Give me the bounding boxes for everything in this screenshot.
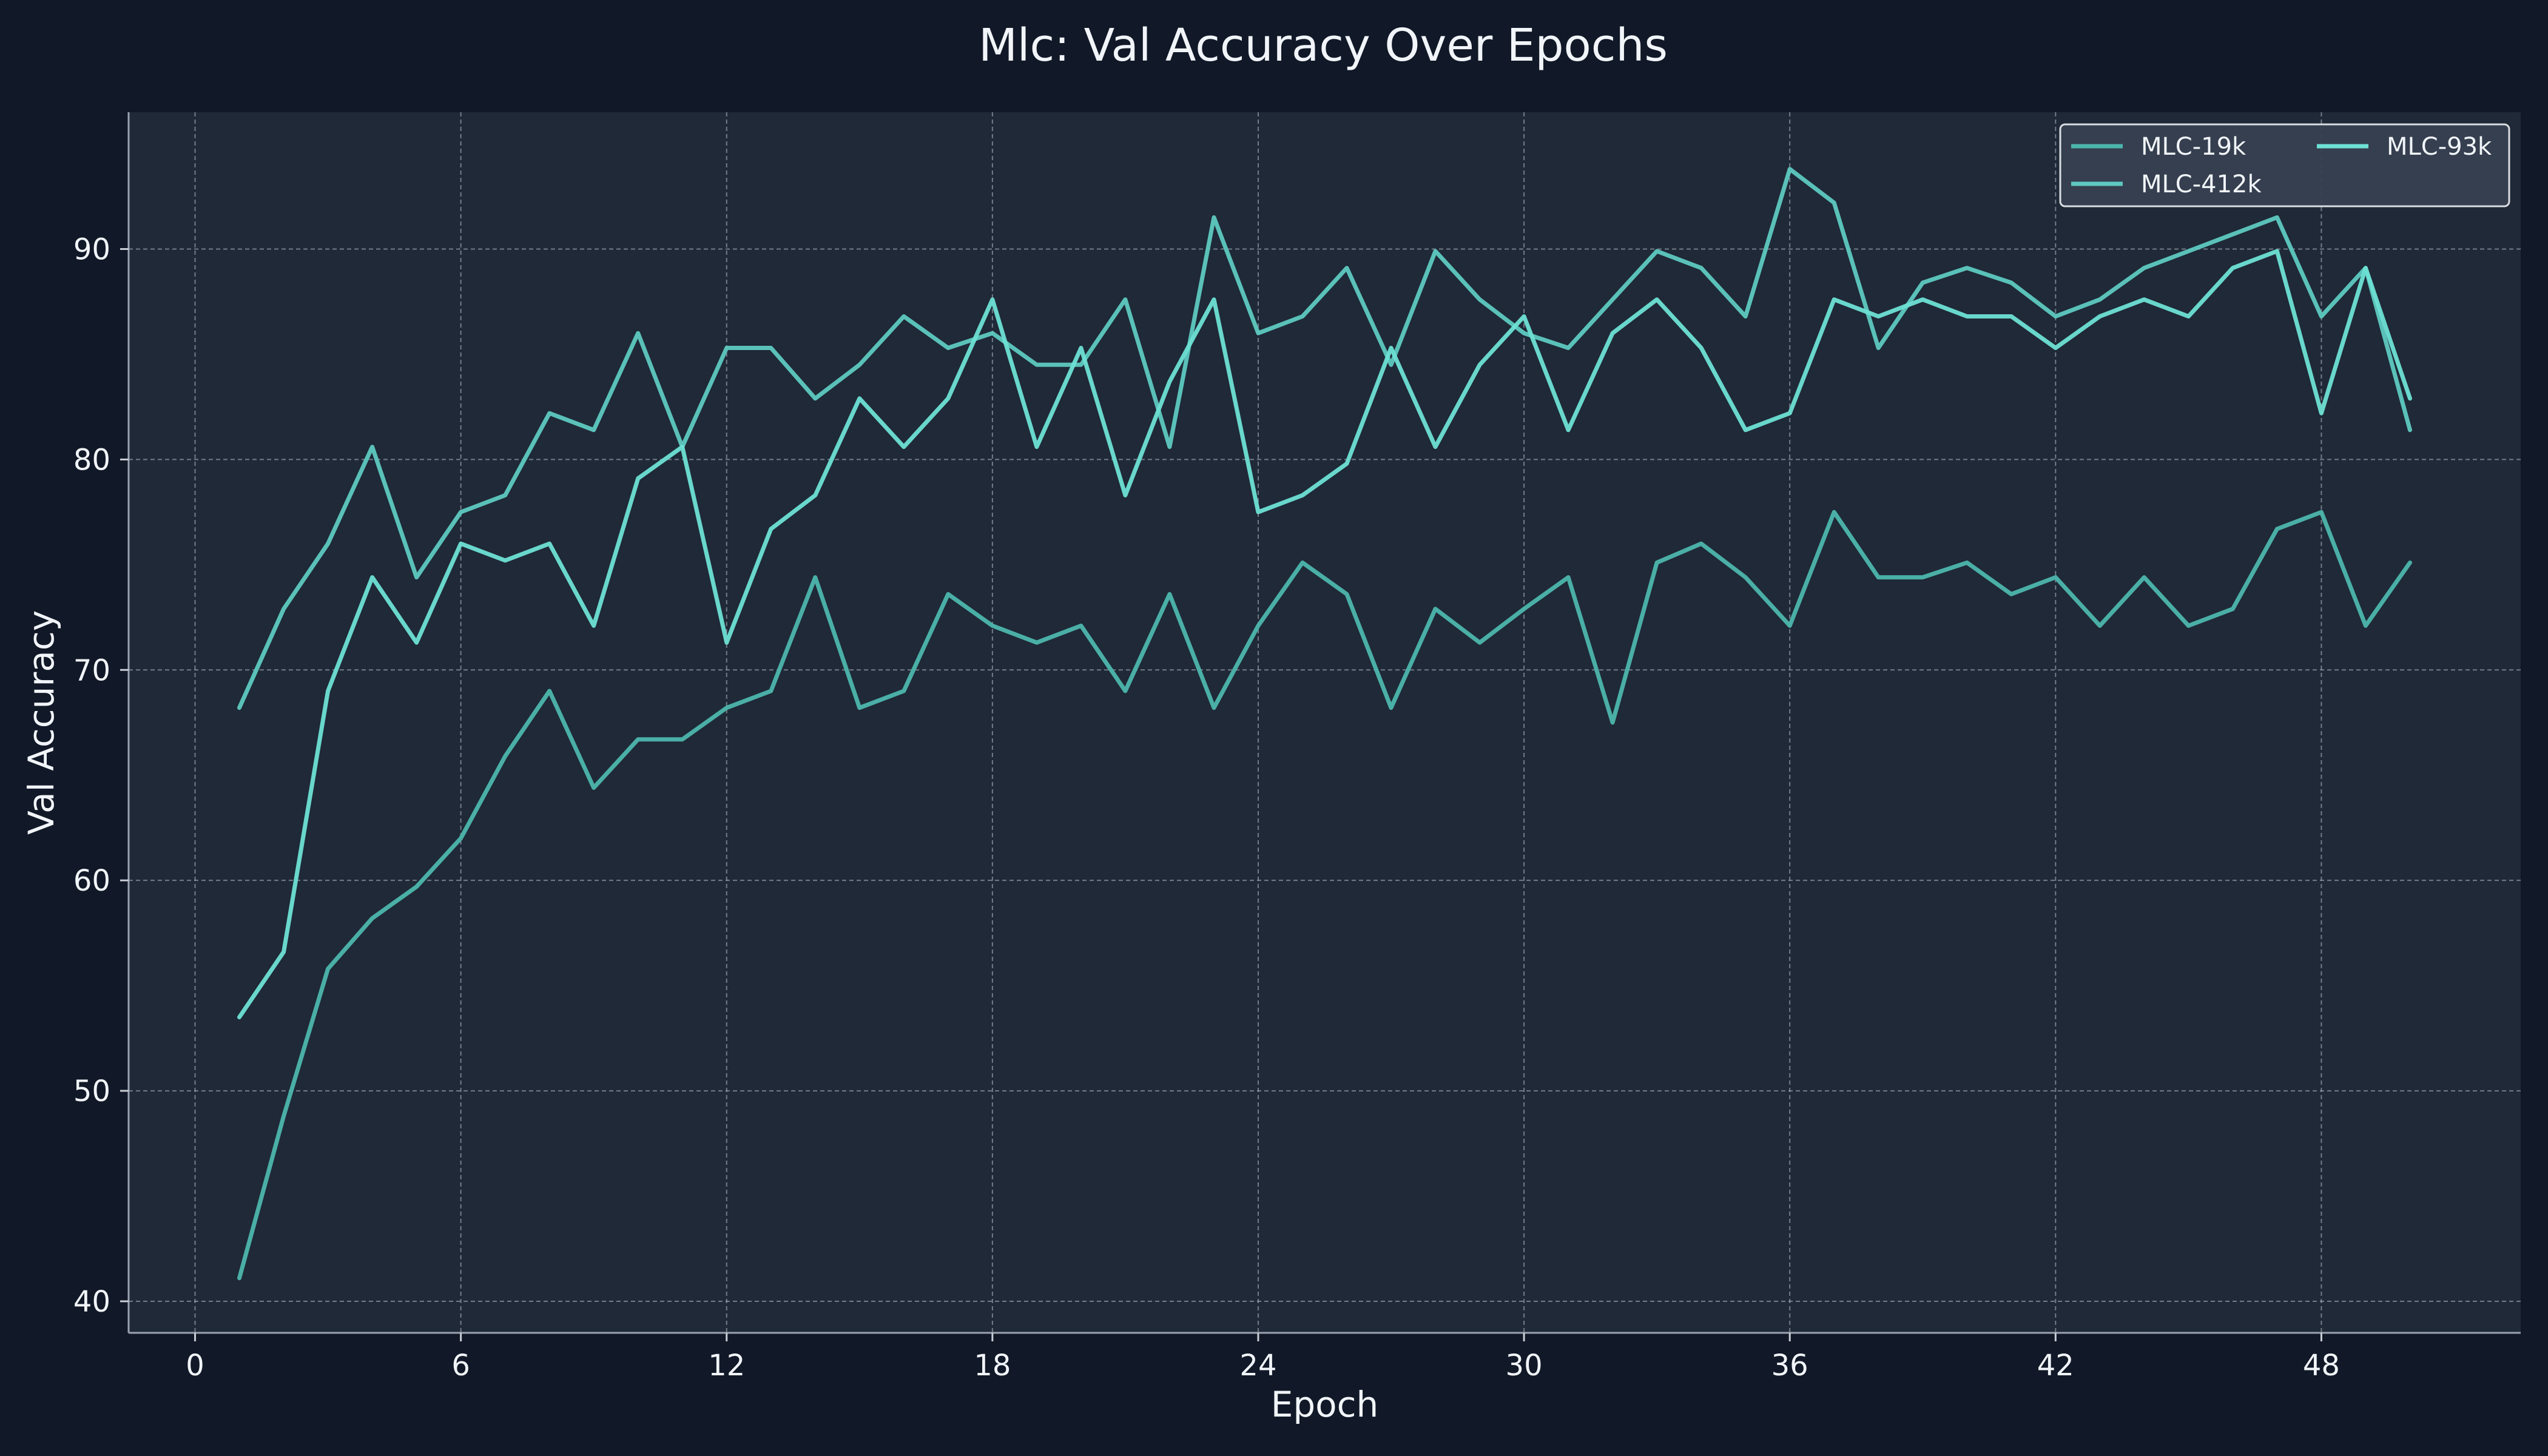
series-line bbox=[237, 167, 2412, 710]
legend: MLC-19k MLC-412k MLC-93k bbox=[2059, 123, 2510, 207]
x-axis-ticks: 0 6 12 18 24 30 36 42 48 bbox=[186, 1333, 2340, 1383]
x-tick-label: 0 bbox=[186, 1349, 204, 1383]
x-axis-label: Epoch bbox=[1271, 1384, 1379, 1425]
x-tick-label: 6 bbox=[451, 1349, 470, 1383]
x-tick-label: 24 bbox=[1239, 1349, 1276, 1383]
y-tick-label: 80 bbox=[73, 443, 110, 477]
series-line bbox=[237, 510, 2412, 1281]
y-tick-label: 90 bbox=[73, 232, 110, 266]
y-tick-label: 40 bbox=[73, 1285, 110, 1319]
x-tick-label: 36 bbox=[1771, 1349, 1808, 1383]
legend-label: MLC-93k bbox=[2387, 133, 2492, 161]
legend-box bbox=[2059, 123, 2510, 207]
y-axis-ticks: 40 50 60 70 80 90 bbox=[73, 232, 129, 1319]
y-tick-label: 60 bbox=[73, 864, 110, 898]
y-tick-label: 50 bbox=[73, 1074, 110, 1108]
series-line bbox=[237, 249, 2412, 1020]
x-tick-label: 30 bbox=[1506, 1349, 1543, 1383]
y-axis-label: Val Accuracy bbox=[21, 610, 62, 835]
y-tick-label: 70 bbox=[73, 653, 110, 687]
legend-label: MLC-412k bbox=[2141, 170, 2262, 198]
axes bbox=[127, 112, 2521, 1334]
legend-label: MLC-19k bbox=[2141, 133, 2246, 161]
x-tick-label: 12 bbox=[708, 1349, 745, 1383]
chart-title: Mlc: Val Accuracy Over Epochs bbox=[979, 19, 1668, 72]
x-tick-label: 48 bbox=[2303, 1349, 2340, 1383]
series-lines bbox=[237, 167, 2412, 1281]
x-tick-label: 42 bbox=[2037, 1349, 2074, 1383]
plot-area bbox=[129, 112, 2521, 1333]
grid bbox=[129, 112, 2521, 1333]
x-tick-label: 18 bbox=[974, 1349, 1011, 1383]
